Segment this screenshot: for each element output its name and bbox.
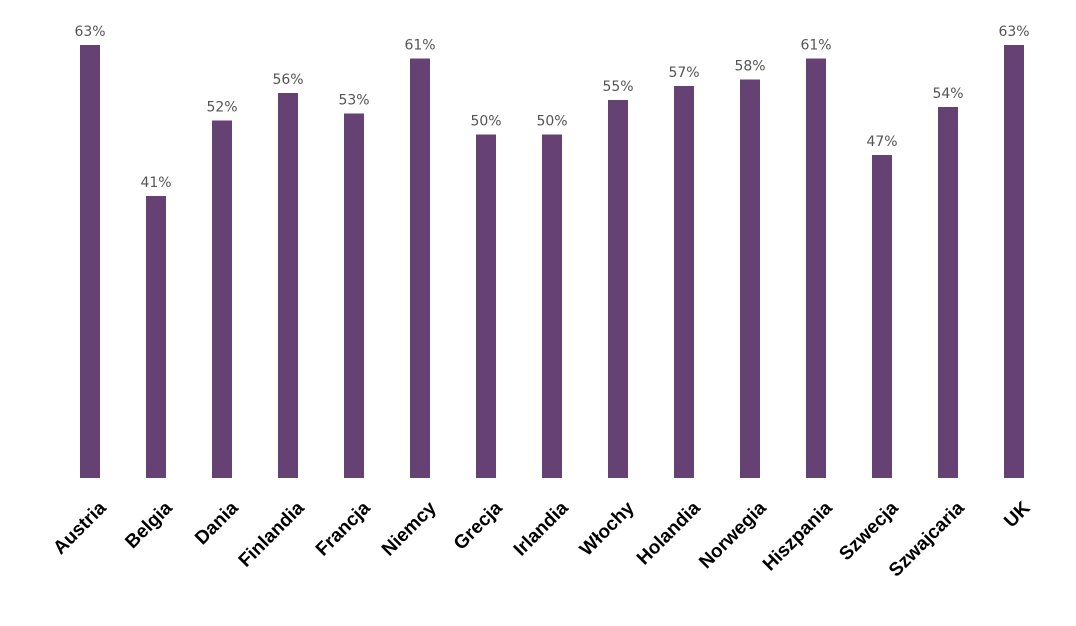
x-tick-label-austria: Austria: [49, 497, 110, 558]
bar-grecja: [476, 134, 496, 479]
bar-hiszpania: [806, 58, 826, 478]
value-label-hiszpania: 61%: [800, 38, 831, 54]
value-label-szwajcaria: 54%: [932, 86, 963, 102]
value-label-austria: 63%: [74, 24, 105, 40]
bar-francja: [344, 113, 364, 478]
x-tick-label-uk: UK: [1000, 498, 1034, 532]
value-label-irlandia: 50%: [536, 113, 567, 129]
value-label-francja: 53%: [338, 93, 369, 109]
bar-włochy: [608, 100, 628, 478]
x-tick-label-szwecja: Szwecja: [835, 497, 902, 564]
bar-austria: [80, 45, 100, 478]
value-label-niemcy: 61%: [404, 38, 435, 54]
bar-uk: [1004, 45, 1024, 478]
x-tick-label-holandia: Holandia: [633, 497, 705, 569]
x-tick-label-dania: Dania: [191, 497, 243, 549]
value-label-grecja: 50%: [470, 113, 501, 129]
x-tick-label-irlandia: Irlandia: [510, 497, 573, 560]
bar-irlandia: [542, 134, 562, 479]
bar-norwegia: [740, 79, 760, 479]
bar-szwecja: [872, 155, 892, 478]
bar-dania: [212, 120, 232, 478]
bar-niemcy: [410, 58, 430, 478]
value-label-finlandia: 56%: [272, 72, 303, 88]
bar-belgia: [146, 196, 166, 478]
bar-finlandia: [278, 93, 298, 478]
x-tick-label-niemcy: Niemcy: [378, 497, 441, 560]
value-label-dania: 52%: [206, 100, 237, 116]
value-label-holandia: 57%: [668, 65, 699, 81]
x-tick-label-belgia: Belgia: [121, 497, 176, 552]
x-tick-label-grecja: Grecja: [450, 497, 507, 554]
x-tick-label-hiszpania: Hiszpania: [759, 497, 837, 575]
x-tick-label-włochy: Włochy: [576, 497, 639, 560]
value-label-belgia: 41%: [140, 175, 171, 191]
value-labels-group: 63% 41% 52% 56% 53% 61% 50% 50% 55% 57% 58% 61% 47% 5…: [74, 24, 1029, 191]
x-tick-label-francja: Francja: [312, 497, 375, 560]
value-label-włochy: 55%: [602, 79, 633, 95]
bars-group: [80, 45, 1024, 479]
value-label-uk: 63%: [998, 24, 1029, 40]
bar-szwajcaria: [938, 106, 958, 479]
value-label-szwecja: 47%: [866, 134, 897, 150]
value-label-norwegia: 58%: [734, 58, 765, 74]
x-tick-label-finlandia: Finlandia: [235, 497, 309, 571]
bar-holandia: [674, 86, 694, 478]
